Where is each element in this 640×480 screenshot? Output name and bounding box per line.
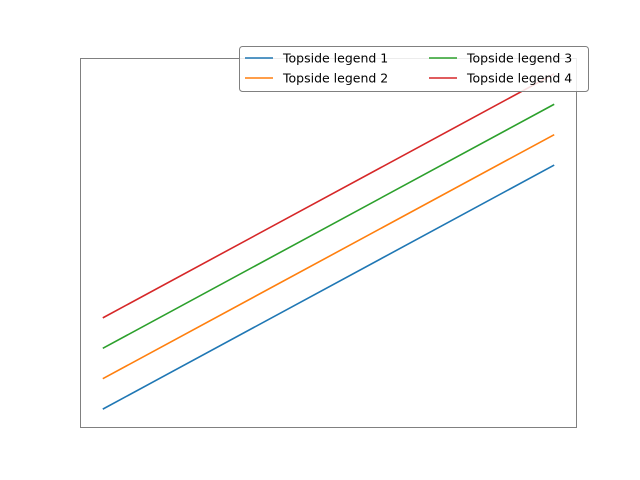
legend-entry-2: Topside legend 2	[245, 71, 388, 86]
legend-entry-1: Topside legend 1	[245, 51, 388, 66]
legend-box	[239, 46, 589, 92]
series-line-2	[102, 133, 555, 380]
legend-label-2: Topside legend 2	[282, 71, 388, 86]
series-line-4	[102, 73, 555, 319]
series-line-1	[102, 164, 555, 410]
legend-label-4: Topside legend 4	[466, 71, 572, 86]
legend-label-3: Topside legend 3	[466, 51, 572, 66]
legend-entry-3: Topside legend 3	[429, 51, 572, 66]
legend-label-1: Topside legend 1	[282, 51, 388, 66]
legend-entry-4: Topside legend 4	[429, 71, 572, 86]
legend: Topside legend 1 Topside legend 2 Topside …	[239, 46, 589, 92]
series-line-3	[102, 103, 555, 350]
series-layer	[102, 73, 555, 410]
plot-area-frame	[80, 58, 577, 428]
